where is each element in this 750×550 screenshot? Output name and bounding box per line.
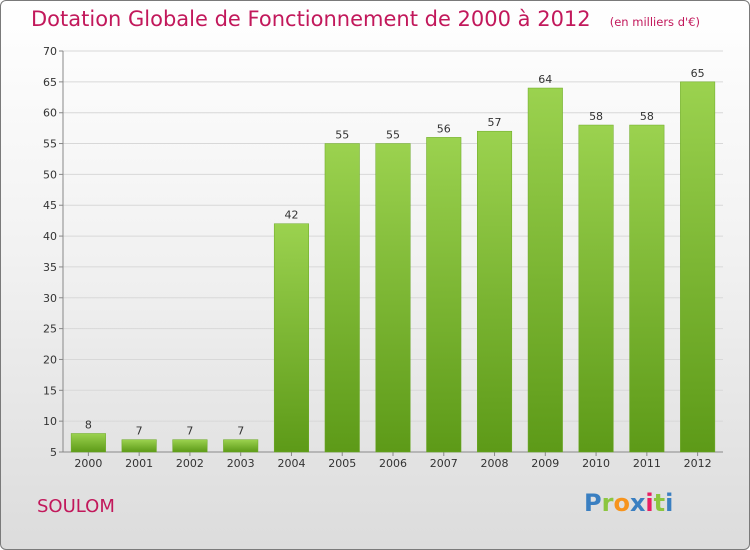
bar: [223, 439, 259, 453]
bar-value-label: 65: [691, 67, 705, 80]
y-tick-label: 10: [43, 415, 57, 428]
logo-letter: r: [601, 489, 614, 517]
bar-value-label: 55: [335, 129, 349, 142]
y-tick-label: 15: [43, 384, 57, 397]
bar: [578, 124, 614, 453]
bar-value-label: 58: [589, 110, 603, 123]
title-row: Dotation Globale de Fonctionnement de 20…: [31, 7, 700, 31]
bar: [477, 130, 513, 453]
y-tick-label: 20: [43, 353, 57, 366]
bar-value-label: 64: [538, 73, 552, 86]
y-tick-label: 25: [43, 323, 57, 336]
bar: [680, 81, 716, 453]
x-tick-label: 2012: [684, 457, 712, 470]
bar: [121, 439, 157, 453]
x-tick-label: 2002: [176, 457, 204, 470]
bar-value-label: 7: [237, 425, 244, 438]
bars: [70, 81, 716, 453]
y-tick-label: 30: [43, 292, 57, 305]
logo-letter: P: [584, 489, 602, 517]
bar-value-label: 7: [136, 425, 143, 438]
commune-name: SOULOM: [37, 496, 115, 517]
y-tick-label: 55: [43, 138, 57, 151]
logo-letter: o: [613, 489, 630, 517]
bar: [629, 124, 665, 453]
x-tick-label: 2010: [582, 457, 610, 470]
y-tick-label: 45: [43, 199, 57, 212]
x-tick-label: 2011: [633, 457, 661, 470]
y-tick-label: 65: [43, 76, 57, 89]
bar: [527, 87, 563, 453]
chart-title: Dotation Globale de Fonctionnement de 20…: [31, 7, 591, 31]
bar: [375, 143, 411, 453]
proxiti-logo[interactable]: Proxiti: [584, 489, 673, 517]
y-tick-label: 50: [43, 168, 57, 181]
x-tick-label: 2004: [277, 457, 305, 470]
bar-value-label: 8: [85, 418, 92, 431]
logo-letter: i: [645, 489, 654, 517]
chart-subtitle: (en milliers d'€): [609, 15, 700, 29]
x-tick-label: 2007: [430, 457, 458, 470]
bar-value-label: 56: [437, 122, 451, 135]
y-tick-label: 40: [43, 230, 57, 243]
logo-letter: t: [653, 489, 666, 517]
bar: [172, 439, 208, 453]
x-tick-label: 2006: [379, 457, 407, 470]
bar-value-label: 58: [640, 110, 654, 123]
bar: [426, 137, 462, 453]
x-tick-label: 2008: [481, 457, 509, 470]
logo-letter: x: [629, 489, 646, 517]
bar-value-label: 57: [488, 116, 502, 129]
bar: [273, 223, 309, 453]
x-tick-label: 2003: [227, 457, 255, 470]
bar-value-label: 55: [386, 129, 400, 142]
bar: [324, 143, 360, 453]
x-tick-label: 2000: [74, 457, 102, 470]
x-tick-label: 2001: [125, 457, 153, 470]
x-tick-label: 2005: [328, 457, 356, 470]
x-tick-label: 2009: [531, 457, 559, 470]
y-tick-label: 5: [50, 446, 57, 459]
labels: 5 10 15 20 25 30 35 40 45 50 55 60 65 70 8 2000 7 2001 7 20…: [43, 45, 712, 470]
y-tick-label: 35: [43, 261, 57, 274]
y-tick-label: 60: [43, 107, 57, 120]
bar-value-label: 7: [186, 425, 193, 438]
bar-value-label: 42: [284, 209, 298, 222]
logo-letter: i: [665, 489, 674, 517]
y-tick-label: 70: [43, 45, 57, 58]
bar: [70, 433, 106, 453]
